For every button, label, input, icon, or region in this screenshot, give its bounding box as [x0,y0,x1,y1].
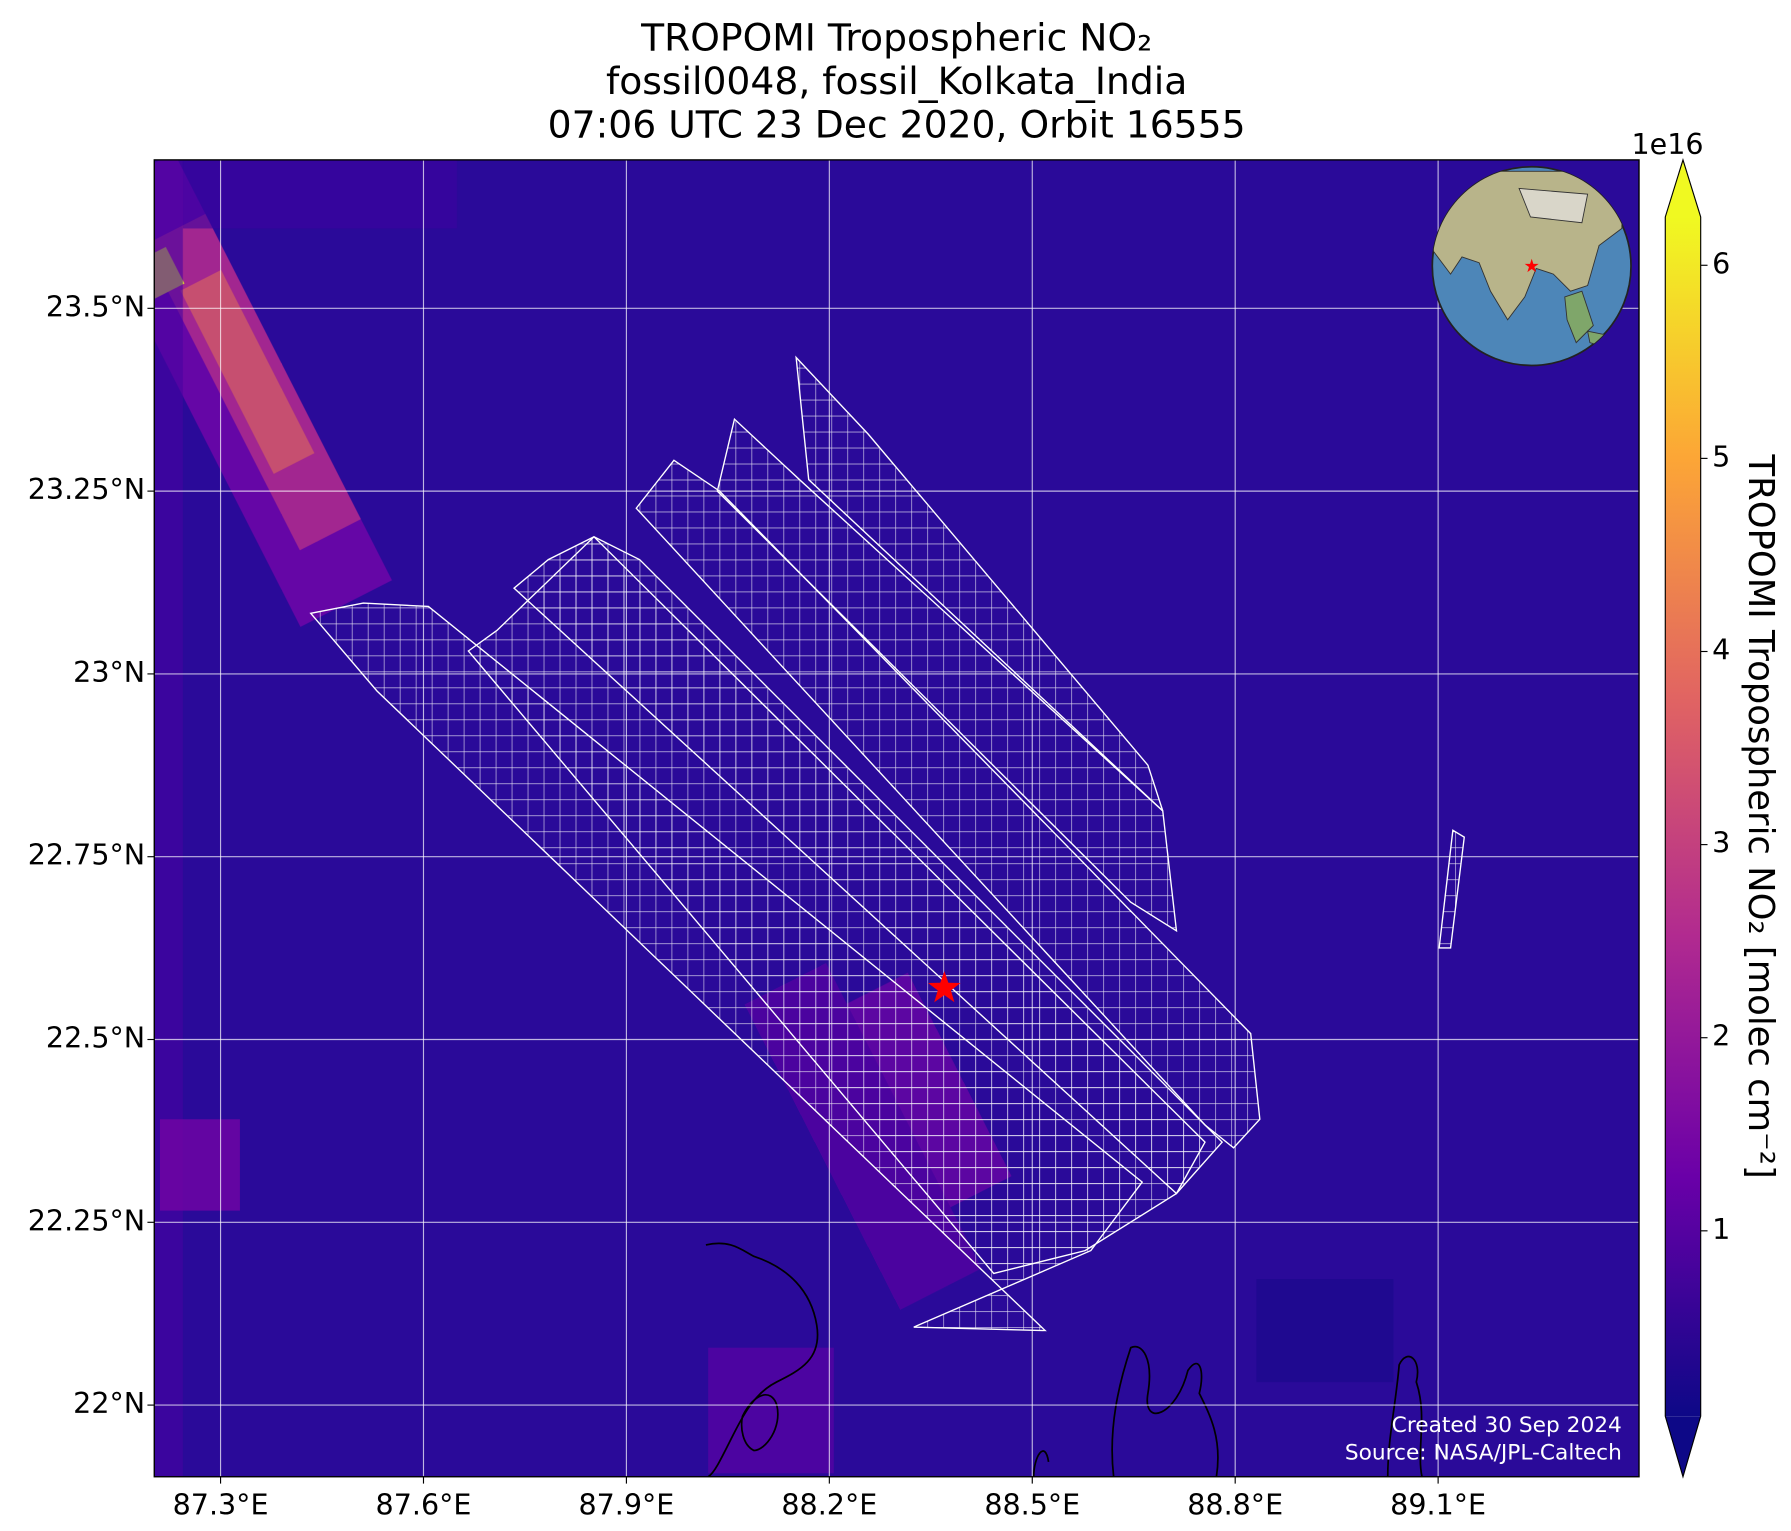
x-tick-label: 88.8°E [1187,1487,1283,1521]
colorbar-extend-max [1665,159,1701,218]
chart-title: 07:06 UTC 23 Dec 2020, Orbit 16555 [548,102,1246,146]
colorbar-outline [1664,157,1702,1479]
inset-globe: ★ [1431,165,1632,367]
y-tick-label: 22°N [73,1386,145,1420]
coastline [705,1242,1423,1477]
inset-star: ★ [1523,256,1539,277]
markers [928,971,961,1003]
x-tick-label: 87.3°E [173,1487,269,1521]
x-tick-label: 87.6°E [376,1487,472,1521]
footprint-meshes [309,355,1466,1332]
colorbar-body [1665,217,1701,1417]
colorbar-tick-label: 1 [1712,1212,1730,1246]
chart-title: fossil0048, fossil_Kolkata_India [606,59,1187,103]
axes: 87.3°E 87.6°E 87.9°E 88.2°E 88.5°E 88.8°E 89.1… [28,289,1486,1521]
colorbar-tick-label: 3 [1712,826,1730,860]
x-tick-label: 89.1°E [1390,1487,1486,1521]
colorbar-tick-label: 6 [1712,246,1730,280]
y-tick-label: 23.5°N [46,289,145,323]
colorbar-label: TROPOMI Tropospheric NO₂ [molec cm⁻²] [1740,453,1781,1178]
y-tick-label: 23.25°N [28,472,145,506]
footer-created: Created 30 Sep 2024 [1392,1413,1622,1438]
y-tick-label: 22.25°N [28,1203,145,1237]
colorbar-exponent: 1e16 [1632,127,1704,161]
grid [154,159,1640,1477]
colorbar-tick-label: 2 [1712,1019,1730,1053]
colorbar-tick-label: 4 [1712,632,1730,666]
target-marker [928,971,961,1003]
colorbar: 1 2 3 4 5 6 1e16 TROPOMI Tropospheric NO₂ [mole… [1632,127,1781,1479]
colorbar-tick-label: 5 [1712,439,1730,473]
y-tick-label: 22.5°N [46,1021,145,1055]
x-tick-label: 88.2°E [781,1487,877,1521]
colorbar-extend-min [1665,1416,1701,1477]
chart-title: TROPOMI Tropospheric NO₂ [640,15,1152,59]
map-area: ★ Created 30 Sep 2024 Source: NASA/JPL-C… [154,159,1640,1477]
x-tick-label: 87.9°E [578,1487,674,1521]
y-tick-label: 22.75°N [28,838,145,872]
x-tick-label: 88.5°E [984,1487,1080,1521]
y-tick-label: 23°N [73,655,145,689]
map-frame [153,159,1640,1478]
footer-source: Source: NASA/JPL-Caltech [1345,1441,1622,1466]
